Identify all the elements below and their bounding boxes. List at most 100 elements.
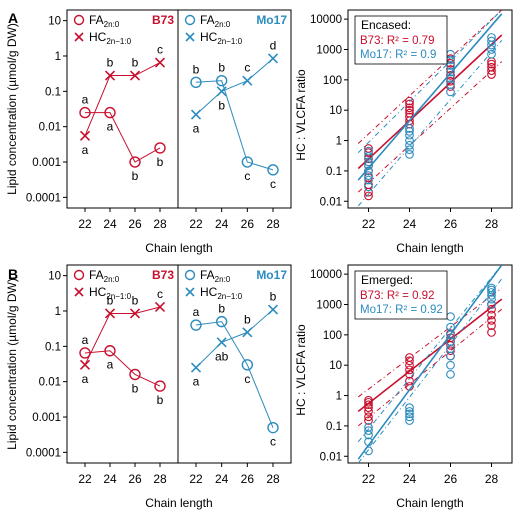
ratio-point bbox=[487, 62, 496, 72]
ratio-point bbox=[487, 283, 496, 293]
fa-point bbox=[104, 345, 116, 357]
x-tick-label: 28 bbox=[266, 217, 280, 231]
ratio-point bbox=[364, 416, 373, 425]
hc-significance-letter: d bbox=[270, 38, 277, 52]
y-tick-label: 1000 bbox=[316, 299, 342, 311]
svg-text:B: B bbox=[8, 266, 18, 282]
y-tick-label: 0.1 bbox=[45, 86, 61, 98]
fa-significance-letter: b bbox=[157, 393, 164, 407]
x-tick-label: 24 bbox=[103, 472, 117, 486]
fa-point bbox=[241, 359, 254, 371]
fa-significance-letter: c bbox=[270, 435, 276, 449]
y-tick-label: 0.001 bbox=[32, 157, 61, 169]
legend-box bbox=[354, 15, 448, 65]
ci-upper-line bbox=[357, 10, 503, 144]
legend-hc-marker bbox=[185, 32, 195, 42]
svg-text:A: A bbox=[8, 10, 18, 26]
y-tick-label: 10000 bbox=[310, 14, 342, 26]
x-tick-label: 28 bbox=[266, 472, 280, 486]
ci-lower-line bbox=[357, 61, 503, 193]
plot-area bbox=[357, 265, 503, 463]
fa-significance-letter: b bbox=[132, 169, 139, 183]
fa-point bbox=[79, 347, 91, 359]
ratio-point bbox=[487, 66, 496, 76]
x-tick-label: 22 bbox=[78, 217, 92, 231]
legend-box bbox=[354, 270, 448, 320]
ratio-point bbox=[405, 365, 414, 375]
fa-significance-letter: b bbox=[218, 61, 225, 75]
ratio-point bbox=[446, 80, 455, 89]
legend-title: Encased: bbox=[361, 18, 411, 32]
y-tick-label: 0.01 bbox=[39, 122, 61, 134]
x-tick-label: 22 bbox=[189, 217, 203, 231]
hc-point bbox=[154, 301, 166, 313]
legend-fa-label: FA2n:0 bbox=[89, 268, 120, 284]
y-tick-label: 100 bbox=[323, 330, 342, 342]
legend-fa-marker bbox=[73, 14, 85, 26]
legend-entry: B73: R² = 0.92 bbox=[360, 290, 434, 302]
legend-hc-label: HC2n−1:0 bbox=[200, 30, 243, 46]
legend-fa-marker bbox=[73, 269, 85, 281]
y-axis-label: Lipid concentration (µmol/g DW) bbox=[5, 23, 19, 195]
x-tick-label: 24 bbox=[403, 472, 417, 486]
legend-hc-label: HC2n−1:0 bbox=[89, 285, 132, 301]
x-tick-label: 22 bbox=[362, 217, 376, 231]
ratio-point bbox=[364, 422, 373, 432]
legend-hc-label: HC2n−1:0 bbox=[89, 30, 132, 46]
ratio-point bbox=[487, 288, 496, 297]
ratio-point bbox=[364, 412, 373, 422]
x-tick-label: 22 bbox=[189, 472, 203, 486]
plot-area bbox=[357, 10, 503, 207]
ratio-point bbox=[487, 49, 496, 59]
genotype-label: Mo17 bbox=[256, 13, 287, 27]
plot-frame bbox=[66, 264, 292, 464]
regression-line bbox=[357, 298, 503, 413]
ratio-point bbox=[487, 310, 496, 320]
fa-line bbox=[85, 112, 161, 163]
ratio-point bbox=[364, 157, 373, 167]
ratio-point bbox=[446, 61, 455, 70]
fa-point bbox=[215, 315, 228, 328]
fa-line bbox=[195, 321, 274, 428]
genotype-label: B73 bbox=[152, 13, 174, 27]
hc-point bbox=[216, 86, 227, 97]
ratio-point bbox=[446, 87, 455, 97]
hc-point bbox=[79, 359, 91, 370]
y-tick-label: 1 bbox=[336, 391, 342, 403]
legend-fa-marker bbox=[184, 269, 196, 281]
legend-hc-label: HC2n−1:0 bbox=[200, 285, 243, 301]
x-tick-label: 26 bbox=[241, 472, 255, 486]
ratio-point bbox=[364, 182, 373, 192]
hc-line bbox=[195, 309, 274, 368]
ratio-point bbox=[487, 59, 496, 69]
legend-hc-marker bbox=[74, 287, 84, 297]
ratio-point bbox=[364, 146, 373, 156]
ratio-point bbox=[405, 140, 414, 150]
fa-point bbox=[154, 142, 166, 154]
legend-entry: B73: R² = 0.79 bbox=[360, 35, 434, 47]
x-axis-label: Chain length bbox=[396, 241, 463, 255]
fa-significance-letter: b bbox=[157, 155, 164, 169]
y-tick-label: 0.001 bbox=[32, 412, 61, 424]
x-tick-label: 28 bbox=[485, 217, 499, 231]
x-tick-label: 28 bbox=[485, 472, 499, 486]
hc-point bbox=[79, 130, 91, 141]
ratio-legend: Encased: B73: R² = 0.79 Mo17: R² = 0.9 bbox=[354, 15, 448, 65]
ratio-point bbox=[364, 152, 373, 161]
ratio-point bbox=[364, 426, 373, 435]
hc-significance-letter: b bbox=[244, 312, 251, 326]
ratio-point bbox=[487, 321, 496, 331]
y-tick-label: 0.0001 bbox=[26, 192, 61, 204]
legend-entry: Mo17: R² = 0.9 bbox=[360, 49, 436, 61]
fa-line bbox=[84, 350, 161, 387]
hc-significance-letter: ab bbox=[215, 349, 229, 363]
fa-point bbox=[241, 156, 254, 168]
ratio-point bbox=[405, 145, 414, 155]
x-axis-label: Chain length bbox=[145, 241, 212, 255]
y-tick-label: 0.01 bbox=[320, 451, 342, 463]
lipid-panel-B: B 10 1 0.1 0.01 0.001 0.0001 Lipid concentratio… bbox=[5, 264, 292, 510]
x-tick-label: 26 bbox=[241, 217, 255, 231]
